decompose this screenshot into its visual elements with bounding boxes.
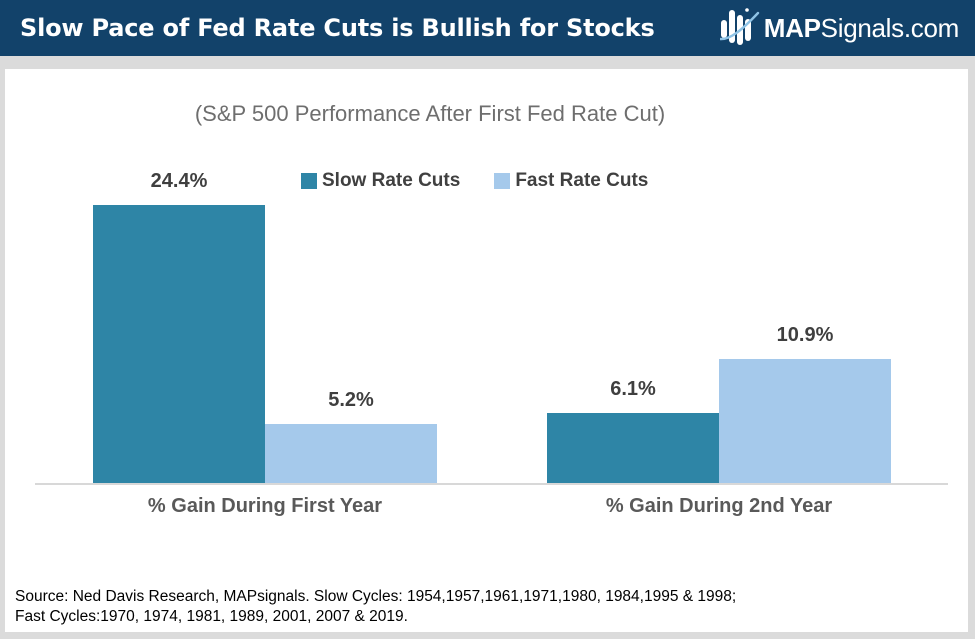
logo-brand-rest: Signals.com — [820, 12, 960, 43]
legend-label-fast: Fast Rate Cuts — [515, 170, 649, 191]
bar-slow-rate-cuts-group-2 — [547, 413, 719, 483]
legend-swatch-fast-icon — [494, 173, 511, 189]
value-label-5.2%: 5.2% — [328, 389, 374, 411]
logo-brand-bold: MAP — [763, 12, 821, 43]
header-bar: Slow Pace of Fed Rate Cuts is Bullish fo… — [0, 0, 975, 56]
chart-legend: Slow Rate Cuts Fast Rate Cuts — [301, 170, 648, 192]
value-label-24.4%: 24.4% — [150, 170, 208, 192]
bar-fast-rate-cuts-group-1 — [265, 424, 437, 483]
legend-swatch-slow-icon — [301, 173, 317, 189]
legend-label-slow: Slow Rate Cuts — [322, 170, 461, 191]
legend-item-slow-rate-cuts: Slow Rate Cuts — [301, 170, 460, 192]
bar-fast-rate-cuts-group-2 — [719, 359, 891, 483]
page-title: Slow Pace of Fed Rate Cuts is Bullish fo… — [20, 14, 655, 42]
mapsignals-logo: MAPSignals.com — [719, 6, 960, 50]
source-line-2: Fast Cycles:1970, 1974, 1981, 1989, 2001… — [15, 608, 408, 625]
x-axis-line — [35, 483, 948, 485]
legend-item-fast-rate-cuts: Fast Rate Cuts — [494, 170, 648, 192]
value-label-10.9%: 10.9% — [776, 324, 834, 346]
chart-subtitle: (S&P 500 Performance After First Fed Rat… — [194, 101, 666, 126]
source-note: Source: Ned Davis Research, MAPsignals. … — [15, 587, 736, 627]
bar-slow-rate-cuts-group-1 — [93, 205, 265, 483]
category-label-group-2: % Gain During 2nd Year — [605, 495, 833, 517]
category-label-group-1: % Gain During First Year — [147, 495, 383, 517]
mapsignals-logo-icon — [719, 8, 759, 45]
value-label-6.1%: 6.1% — [610, 378, 656, 400]
mapsignals-logo-text: MAPSignals.com — [763, 12, 960, 44]
source-line-1: Source: Ned Davis Research, MAPsignals. … — [15, 588, 737, 605]
